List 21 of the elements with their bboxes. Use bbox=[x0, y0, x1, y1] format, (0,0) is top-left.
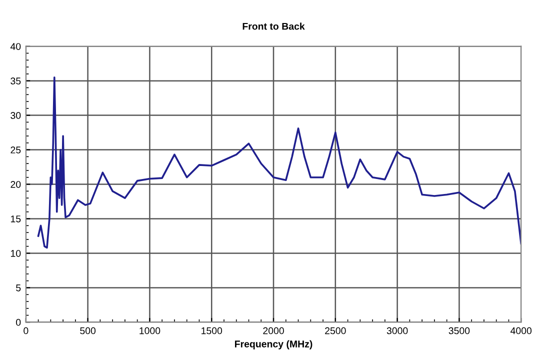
x-tick-label: 4000 bbox=[510, 327, 532, 334]
y-tick-label: 10 bbox=[10, 250, 21, 257]
x-tick-label: 3000 bbox=[386, 327, 408, 334]
x-tick-label: 500 bbox=[80, 327, 96, 334]
x-axis-title: Frequency (MHz) bbox=[235, 340, 312, 350]
y-tick-label: 5 bbox=[16, 284, 21, 292]
x-tick-label: 0 bbox=[24, 327, 28, 334]
y-tick-label: 25 bbox=[10, 146, 21, 154]
y-tick-label: 30 bbox=[10, 112, 21, 119]
y-tick-label: 0 bbox=[16, 318, 21, 326]
x-tick-label: 1500 bbox=[202, 327, 222, 334]
y-tick-label: 15 bbox=[10, 216, 21, 222]
y-tick-label: 20 bbox=[10, 180, 21, 188]
x-tick-label: 2500 bbox=[325, 327, 346, 334]
x-tick-label: 3500 bbox=[448, 327, 470, 334]
x-tick-label: 2000 bbox=[263, 327, 284, 334]
y-tick-label: 40 bbox=[10, 43, 21, 50]
chart-title: Front to Back bbox=[242, 22, 305, 30]
x-tick-label: 1000 bbox=[140, 327, 160, 334]
line-series bbox=[37, 76, 522, 249]
y-tick-label: 35 bbox=[10, 78, 21, 84]
